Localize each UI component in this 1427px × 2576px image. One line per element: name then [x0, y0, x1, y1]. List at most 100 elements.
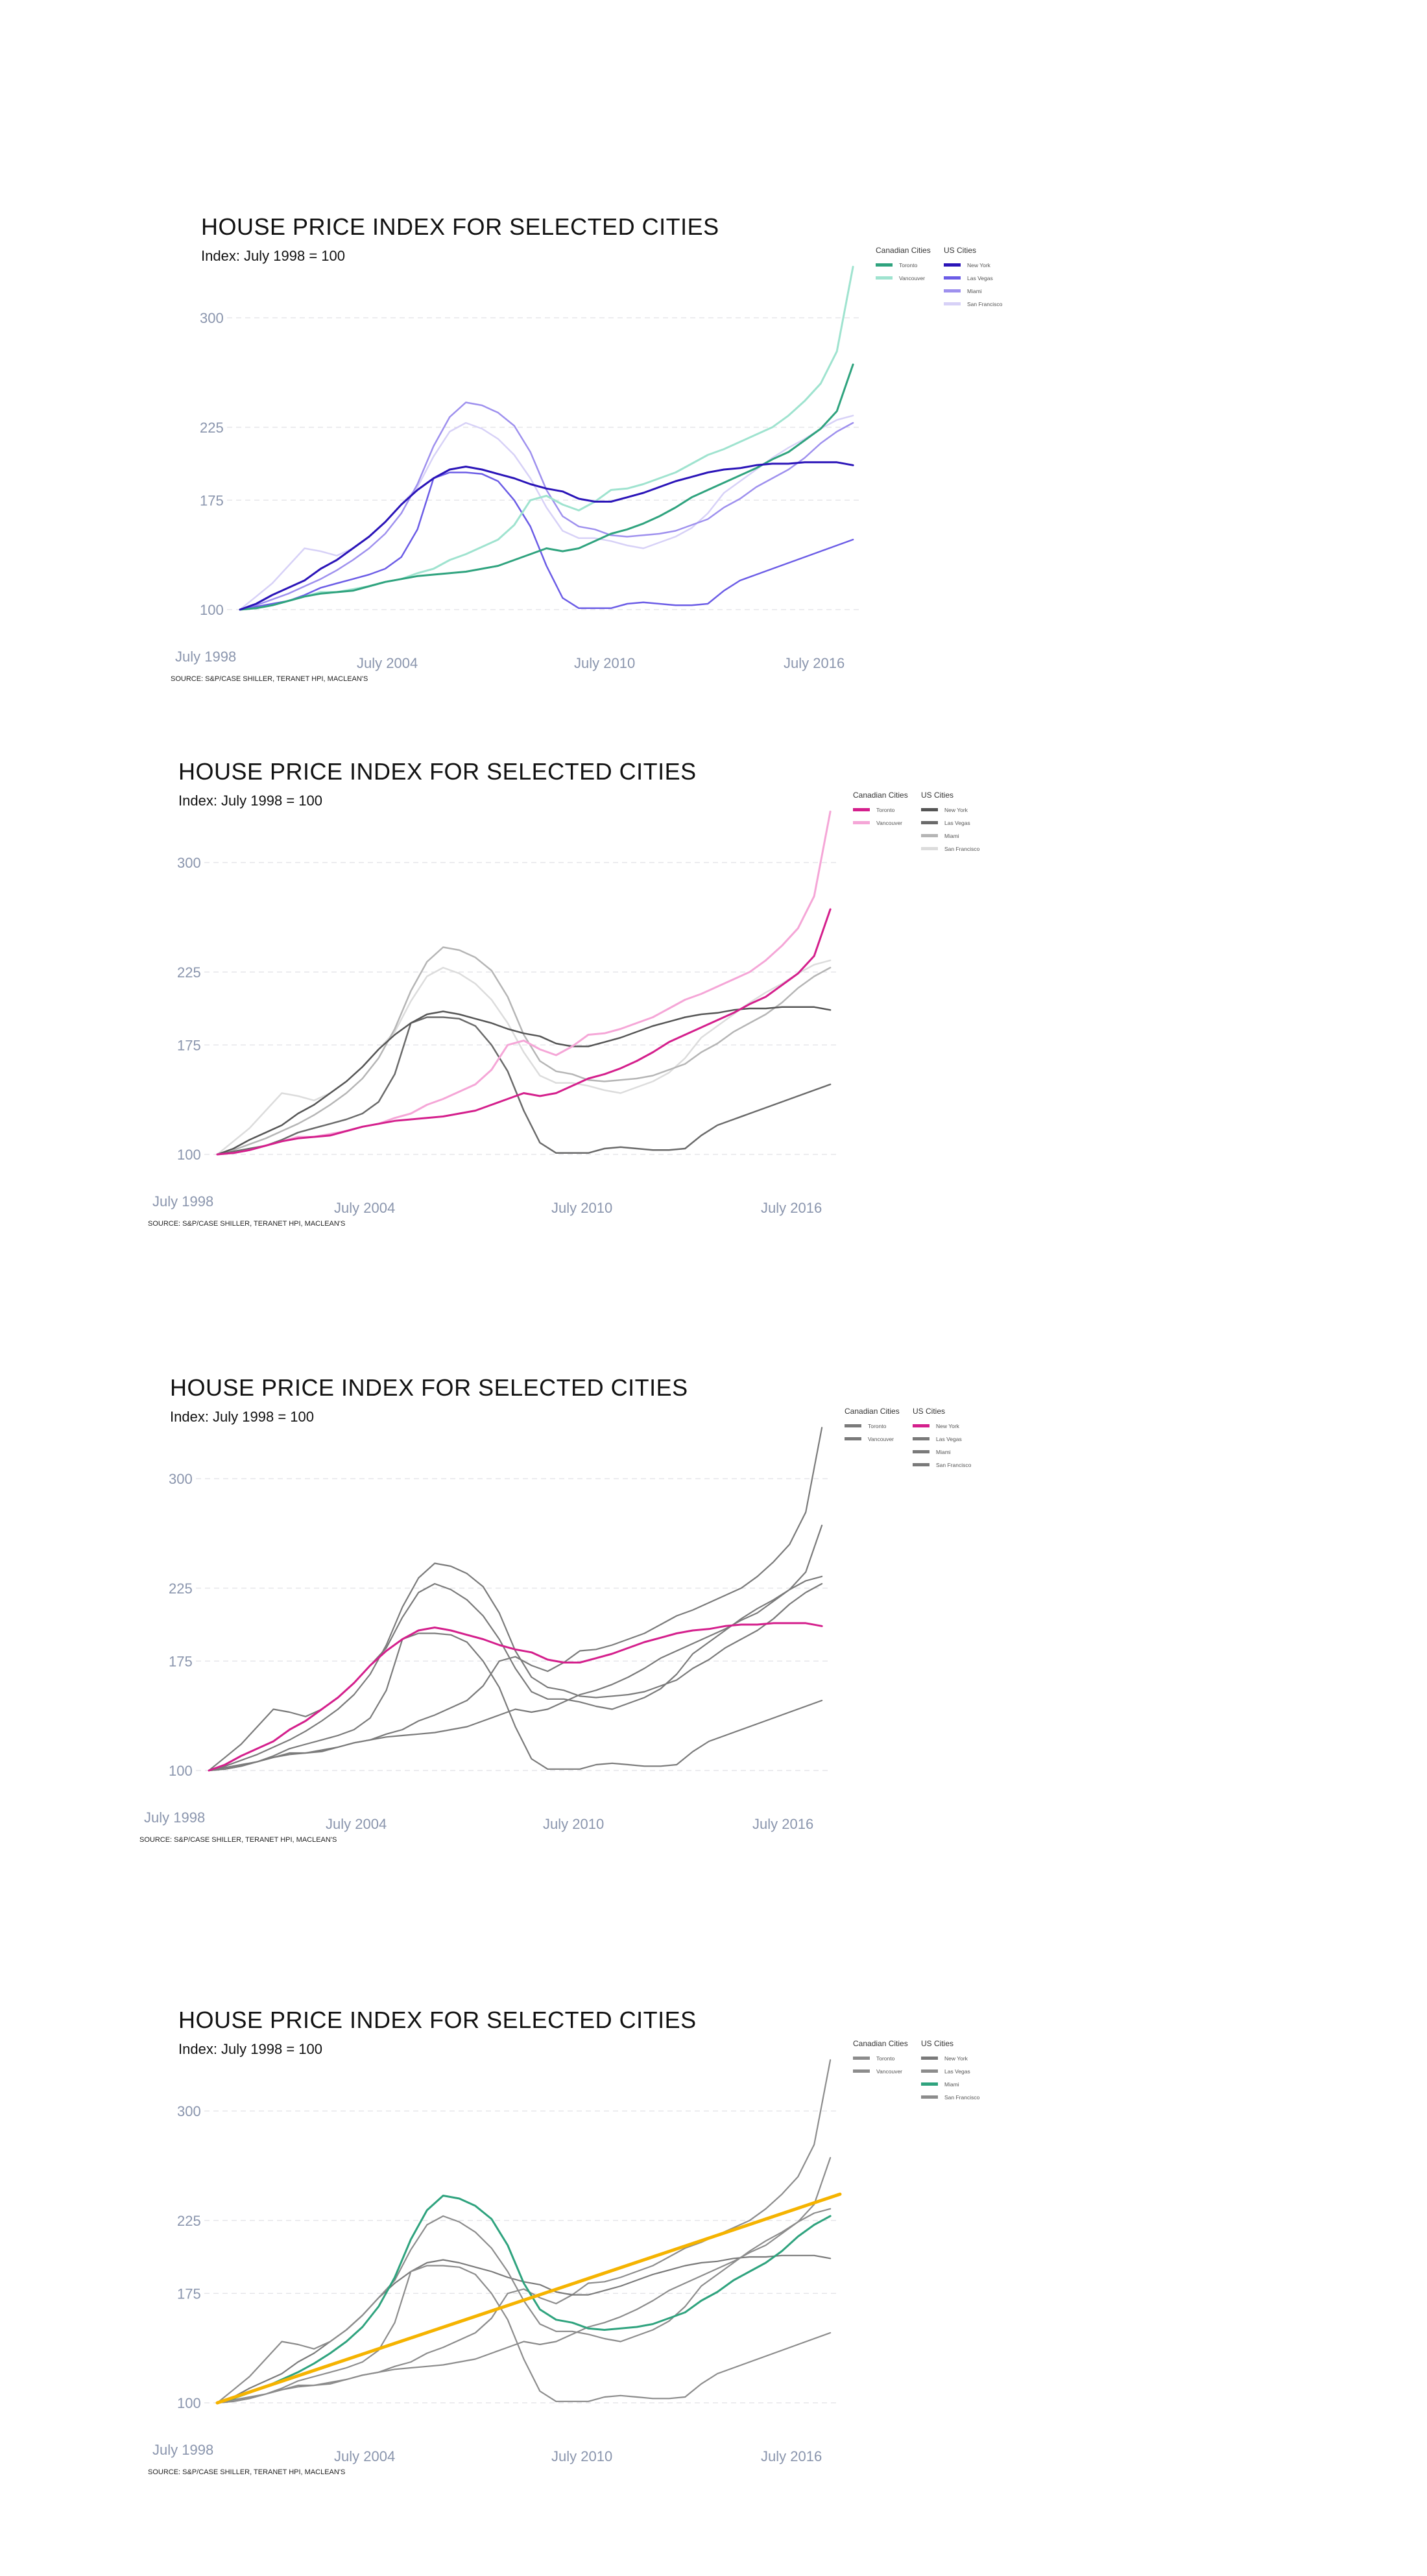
- x-tick-label: July 2010: [543, 1816, 604, 1832]
- legend-item-toronto: Toronto: [868, 1423, 887, 1429]
- chart-title: HOUSE PRICE INDEX FOR SELECTED CITIES: [170, 1374, 688, 1401]
- legend-item-san-francisco: San Francisco: [967, 301, 1003, 307]
- source-note: SOURCE: S&P/CASE SHILLER, TERANET HPI, M…: [148, 2468, 345, 2476]
- x-tick-label: July 2010: [551, 1200, 612, 1216]
- legend-item-san-francisco: San Francisco: [944, 846, 980, 852]
- legend-item-toronto: Toronto: [876, 2055, 895, 2062]
- y-tick-label: 175: [169, 1653, 193, 1669]
- legend-item-las-vegas: Las Vegas: [944, 820, 970, 826]
- y-tick-label: 175: [200, 492, 224, 508]
- legend-item-new-york: New York: [944, 2055, 968, 2062]
- series-line-new-york: [216, 1006, 832, 1156]
- series-line-san-francisco: [216, 959, 832, 1156]
- chart-title: HOUSE PRICE INDEX FOR SELECTED CITIES: [178, 758, 697, 785]
- y-tick-label: 225: [169, 1580, 193, 1597]
- x-tick-label: July 2004: [357, 655, 418, 671]
- legend-swatch-miami: [913, 1450, 929, 1453]
- series-line-miami: [216, 2195, 832, 2404]
- legend-item-las-vegas: Las Vegas: [967, 275, 993, 281]
- legend-swatch-las-vegas: [921, 821, 938, 824]
- legend-item-miami: Miami: [967, 288, 982, 294]
- series-line-las-vegas: [216, 1016, 832, 1156]
- x-tick-label: July 2016: [761, 2448, 822, 2464]
- y-tick-label: 100: [169, 1763, 193, 1779]
- chart-title: HOUSE PRICE INDEX FOR SELECTED CITIES: [178, 2007, 697, 2033]
- legend: Canadian Cities Toronto Vancouver US Cities…: [853, 2039, 980, 2101]
- legend-swatch-toronto: [845, 1424, 861, 1427]
- legend-swatch-miami: [944, 289, 961, 292]
- trend-line: [215, 2192, 842, 2405]
- legend-group-header: US Cities: [913, 1407, 945, 1416]
- x-tick-label: July 1998: [152, 2442, 213, 2458]
- legend-item-las-vegas: Las Vegas: [936, 1436, 962, 1442]
- y-tick-label: 225: [200, 420, 224, 436]
- series-line-new-york: [239, 461, 854, 611]
- series-line-san-francisco: [208, 1575, 823, 1772]
- legend-swatch-toronto: [853, 808, 870, 811]
- y-tick-label: 300: [169, 1471, 193, 1487]
- x-tick-label: July 2004: [334, 2448, 395, 2464]
- chart-panel-4: HOUSE PRICE INDEX FOR SELECTED CITIES Ind…: [0, 1972, 1427, 2477]
- source-note: SOURCE: S&P/CASE SHILLER, TERANET HPI, M…: [139, 1836, 337, 1844]
- legend-swatch-new-york: [921, 808, 938, 811]
- legend-item-toronto: Toronto: [899, 262, 918, 268]
- x-tick-label: July 2016: [752, 1816, 813, 1832]
- series-line-las-vegas: [208, 1632, 823, 1772]
- legend-swatch-new-york: [944, 263, 961, 267]
- legend-swatch-san-francisco: [921, 2095, 938, 2099]
- legend: Canadian Cities Toronto Vancouver US Cities…: [845, 1407, 972, 1468]
- legend-swatch-las-vegas: [921, 2069, 938, 2073]
- source-note: SOURCE: S&P/CASE SHILLER, TERANET HPI, M…: [148, 1220, 345, 1228]
- legend-swatch-las-vegas: [944, 276, 961, 280]
- legend-item-miami: Miami: [944, 2081, 959, 2088]
- legend-group-header: US Cities: [944, 246, 976, 255]
- legend-item-las-vegas: Las Vegas: [944, 2068, 970, 2075]
- x-tick-label: July 2010: [574, 655, 635, 671]
- legend-group-header: US Cities: [921, 791, 953, 800]
- legend-group-header: Canadian Cities: [853, 2039, 908, 2048]
- y-tick-label: 300: [200, 310, 224, 326]
- series-line-miami: [216, 946, 832, 1156]
- series-line-toronto: [216, 908, 832, 1156]
- y-tick-label: 225: [177, 2213, 201, 2229]
- legend: Canadian Cities Toronto Vancouver US Cities…: [853, 791, 980, 852]
- x-tick-label: July 2010: [551, 2448, 612, 2464]
- chart-subtitle: Index: July 1998 = 100: [170, 1409, 314, 1425]
- legend-item-vancouver: Vancouver: [868, 1436, 894, 1442]
- legend-swatch-toronto: [876, 263, 893, 267]
- y-tick-label: 100: [177, 2395, 201, 2411]
- series-line-miami: [239, 401, 854, 611]
- legend: Canadian Cities Toronto Vancouver US Cities…: [876, 246, 1003, 307]
- legend-item-new-york: New York: [967, 262, 991, 268]
- series-line-san-francisco: [239, 414, 854, 611]
- y-tick-label: 100: [177, 1147, 201, 1163]
- series-line-las-vegas: [239, 471, 854, 611]
- chart-subtitle: Index: July 1998 = 100: [178, 2041, 322, 2057]
- source-note: SOURCE: S&P/CASE SHILLER, TERANET HPI, M…: [171, 675, 368, 683]
- legend-swatch-san-francisco: [944, 302, 961, 305]
- legend-item-vancouver: Vancouver: [876, 820, 902, 826]
- legend-item-vancouver: Vancouver: [899, 275, 925, 281]
- x-tick-label: July 2016: [784, 655, 845, 671]
- legend-swatch-toronto: [853, 2057, 870, 2060]
- chart-2-svg: HOUSE PRICE INDEX FOR SELECTED CITIES Ind…: [148, 758, 980, 1228]
- legend-item-new-york: New York: [944, 807, 968, 813]
- series-line-toronto: [239, 363, 854, 611]
- legend-item-vancouver: Vancouver: [876, 2068, 902, 2075]
- legend-swatch-vancouver: [876, 276, 893, 280]
- legend-swatch-vancouver: [845, 1437, 861, 1440]
- series-line-las-vegas: [216, 2265, 832, 2404]
- chart-panel-1: HOUSE PRICE INDEX FOR SELECTED CITIES Ind…: [0, 195, 1427, 700]
- legend-item-toronto: Toronto: [876, 807, 895, 813]
- legend-swatch-vancouver: [853, 821, 870, 824]
- legend-swatch-new-york: [921, 2057, 938, 2060]
- x-tick-label: July 1998: [144, 1809, 205, 1826]
- legend-swatch-miami: [921, 834, 938, 837]
- chart-3-svg: HOUSE PRICE INDEX FOR SELECTED CITIES Ind…: [139, 1374, 972, 1844]
- legend-item-miami: Miami: [944, 833, 959, 839]
- legend-group-header: Canadian Cities: [845, 1407, 900, 1416]
- series-line-vancouver: [208, 1427, 823, 1772]
- x-tick-label: July 2004: [334, 1200, 395, 1216]
- legend-swatch-las-vegas: [913, 1437, 929, 1440]
- y-tick-label: 225: [177, 964, 201, 981]
